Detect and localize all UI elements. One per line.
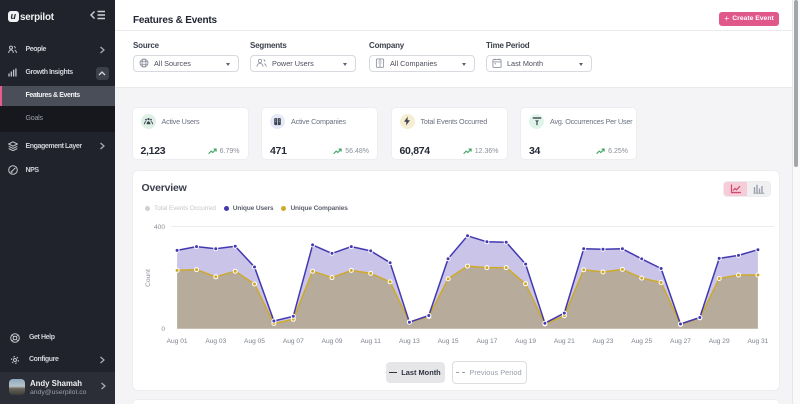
svg-text:Aug 25: Aug 25 [631, 338, 652, 345]
svg-text:Aug 01: Aug 01 [166, 338, 187, 345]
svg-text:Aug 23: Aug 23 [592, 338, 613, 345]
svg-text:Aug 31: Aug 31 [747, 338, 768, 345]
svg-text:Aug 15: Aug 15 [437, 338, 458, 345]
svg-text:Count: Count [145, 269, 152, 287]
svg-text:Aug 27: Aug 27 [670, 338, 691, 345]
svg-text:0: 0 [161, 326, 165, 333]
svg-text:Aug 07: Aug 07 [282, 338, 303, 345]
svg-text:Aug 11: Aug 11 [360, 338, 381, 345]
svg-text:Aug 17: Aug 17 [476, 338, 497, 345]
svg-text:400: 400 [153, 224, 164, 231]
svg-text:Aug 05: Aug 05 [244, 338, 265, 345]
svg-text:Aug 13: Aug 13 [398, 338, 419, 345]
svg-text:Aug 19: Aug 19 [515, 338, 536, 345]
svg-text:Aug 21: Aug 21 [553, 338, 574, 345]
svg-text:Aug 03: Aug 03 [205, 338, 226, 345]
svg-text:Aug 29: Aug 29 [708, 338, 729, 345]
svg-text:Aug 09: Aug 09 [321, 338, 342, 345]
